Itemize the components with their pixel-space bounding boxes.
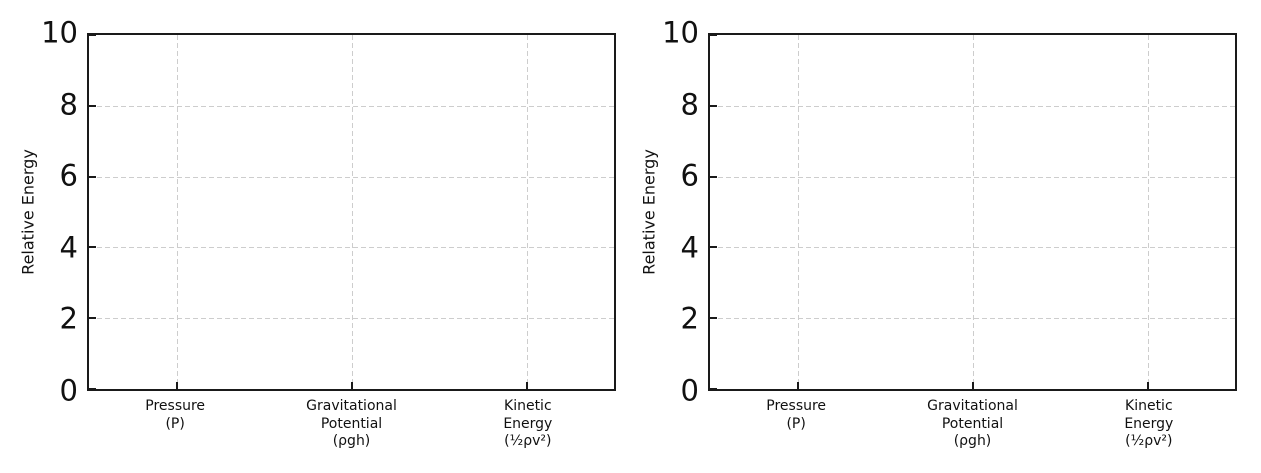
y-tick-label: 10 <box>41 15 78 50</box>
x-tick-mark <box>971 382 974 389</box>
v-gridline <box>972 35 974 389</box>
y-tick-mark <box>710 317 717 320</box>
y-tick-mark <box>710 246 717 249</box>
x-category-label: Gravitational Potential (ρgh) <box>927 398 1018 449</box>
y-tick-mark <box>89 34 96 36</box>
y-tick-label: 0 <box>680 373 699 408</box>
x-tick-mark <box>350 382 353 389</box>
y-tick-label: 6 <box>680 158 699 193</box>
y-tick-label: 4 <box>680 230 699 265</box>
y-axis-label: Relative Energy <box>18 149 38 275</box>
x-category-label: Gravitational Potential (ρgh) <box>306 398 397 449</box>
y-tick-mark <box>89 317 96 320</box>
y-tick-label: 8 <box>680 87 699 122</box>
plot-area <box>708 33 1237 391</box>
y-tick-mark <box>89 175 96 178</box>
x-category-label: Kinetic Energy (½ρv²) <box>503 398 553 449</box>
v-gridline <box>526 35 528 389</box>
y-tick-mark <box>710 104 717 107</box>
y-tick-label: 6 <box>59 158 78 193</box>
y-tick-mark <box>710 175 717 178</box>
x-category-label: Kinetic Energy (½ρv²) <box>1124 398 1174 449</box>
v-gridline <box>351 35 353 389</box>
y-tick-mark <box>89 104 96 107</box>
y-tick-label: 2 <box>680 301 699 336</box>
y-tick-label: 10 <box>662 15 699 50</box>
y-tick-mark <box>710 34 717 36</box>
x-category-label: Pressure (P) <box>766 398 827 432</box>
y-tick-mark <box>89 246 96 249</box>
x-tick-mark <box>175 382 178 389</box>
chart-left: Relative Energy 0 2 4 6 8 10 Pressure (P) Gravi… <box>19 18 616 449</box>
x-tick-mark <box>796 382 799 389</box>
y-tick-mark <box>710 388 717 390</box>
v-gridline <box>797 35 799 389</box>
y-tick-label: 8 <box>59 87 78 122</box>
y-axis-label: Relative Energy <box>639 149 659 275</box>
y-tick-label: 2 <box>59 301 78 336</box>
v-gridline <box>1147 35 1149 389</box>
x-tick-mark <box>1146 382 1149 389</box>
chart-right: Relative Energy 0 2 4 6 8 10 Pressure (P) Gravi… <box>640 18 1237 449</box>
x-category-label: Pressure (P) <box>145 398 206 432</box>
y-tick-label: 4 <box>59 230 78 265</box>
y-tick-label: 0 <box>59 373 78 408</box>
x-tick-mark <box>525 382 528 389</box>
y-tick-mark <box>89 388 96 390</box>
plot-area <box>87 33 616 391</box>
v-gridline <box>176 35 178 389</box>
